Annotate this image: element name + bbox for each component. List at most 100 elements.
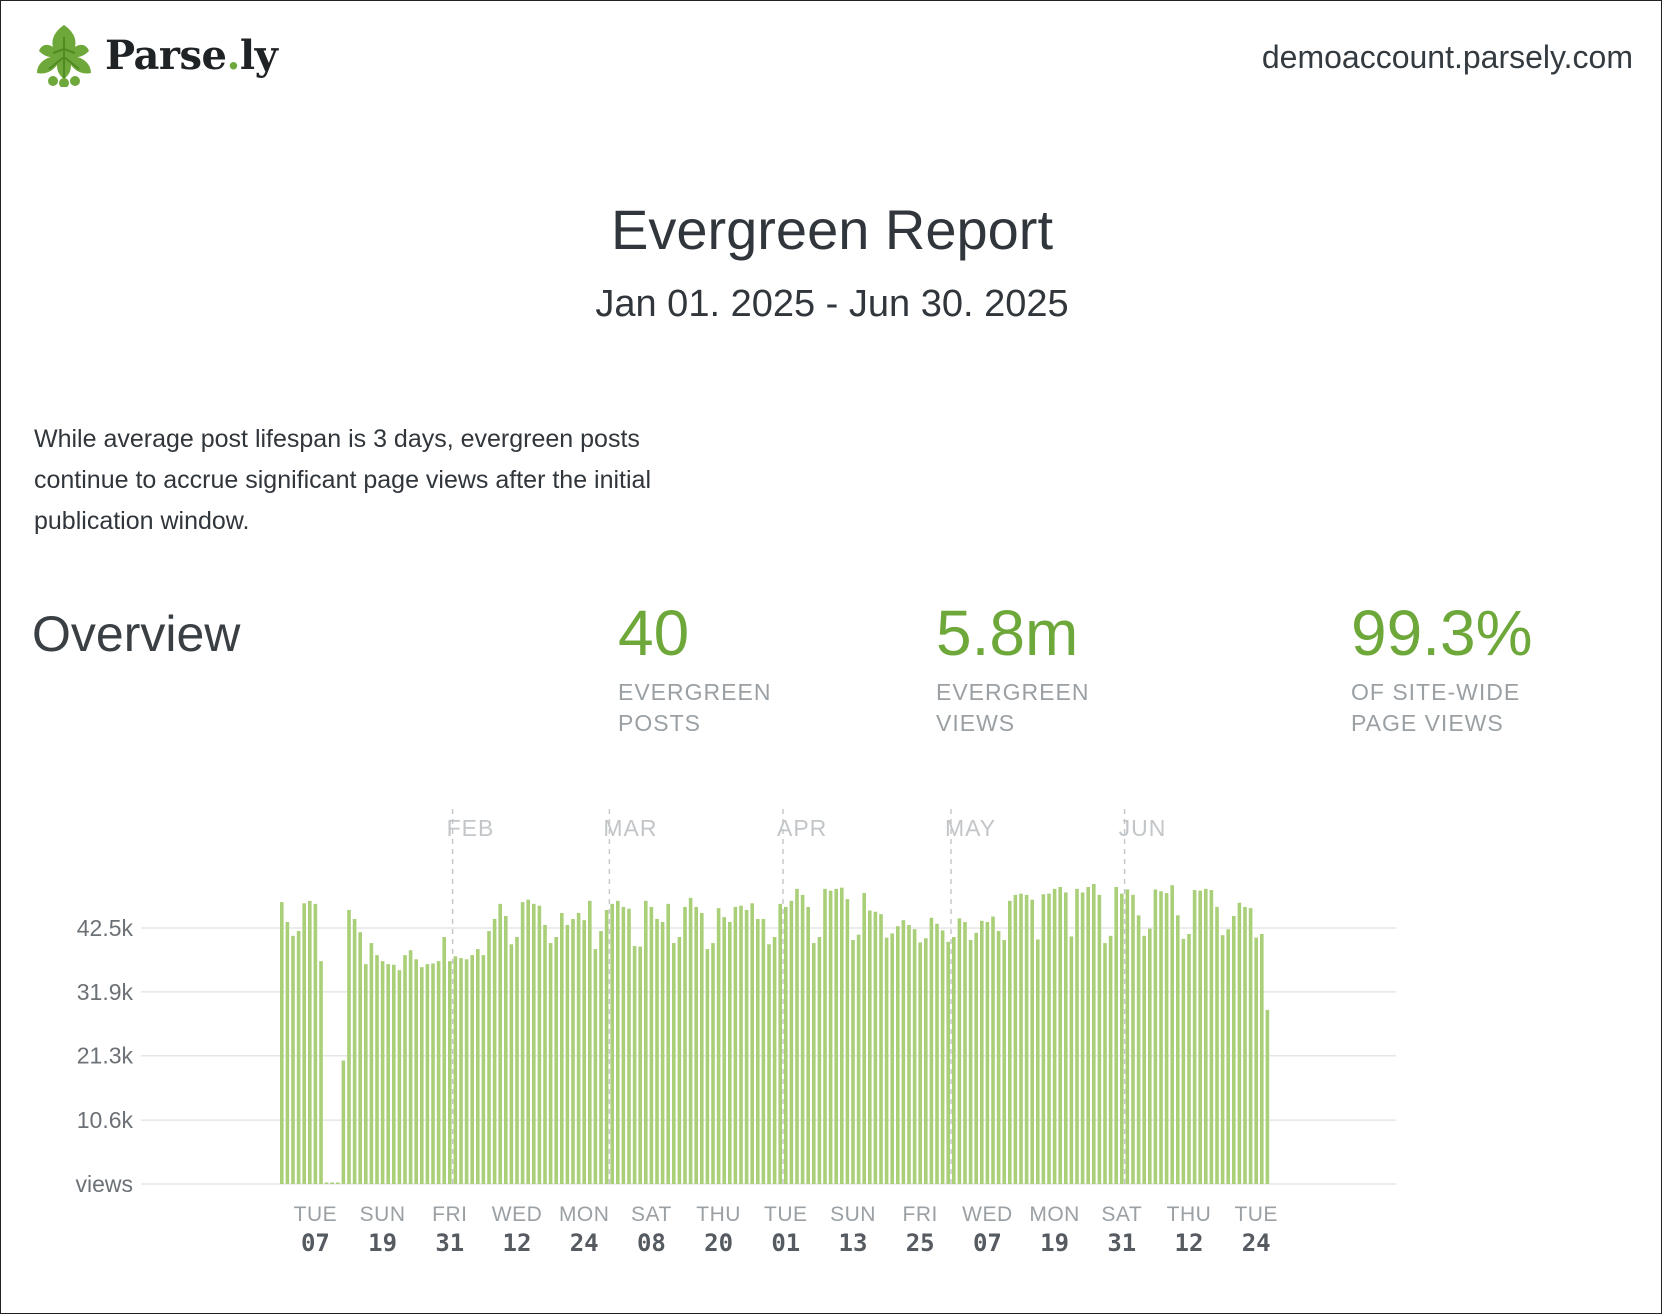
chart-bar xyxy=(638,946,642,1184)
chart-bar xyxy=(431,963,435,1184)
chart-bar xyxy=(963,921,967,1184)
chart-bar xyxy=(548,943,553,1184)
chart-bar xyxy=(666,903,670,1184)
chart-bar xyxy=(789,900,794,1184)
chart-bar xyxy=(492,918,497,1184)
chart-bar xyxy=(1125,889,1130,1184)
x-tick-weekday: TUE xyxy=(764,1203,808,1226)
chart-bar xyxy=(1120,893,1124,1184)
chart-bar xyxy=(711,943,715,1184)
chart-bar xyxy=(414,959,418,1184)
brand-logo[interactable]: Parse.ly xyxy=(33,23,278,87)
chart-bar xyxy=(744,909,749,1184)
chart-bar xyxy=(515,937,519,1184)
chart-bar xyxy=(772,937,777,1184)
chart-bar xyxy=(688,897,693,1184)
x-tick-day: 08 xyxy=(637,1229,666,1257)
chart-bar xyxy=(1108,935,1113,1184)
x-tick-weekday: SUN xyxy=(360,1203,406,1226)
x-tick-weekday: TUE xyxy=(1234,1203,1278,1226)
chart-bar xyxy=(324,1182,329,1184)
month-marker-label: APR xyxy=(777,815,827,841)
chart-bar xyxy=(1260,934,1264,1184)
x-tick-day: 19 xyxy=(368,1229,397,1257)
chart-bar xyxy=(873,911,878,1184)
chart-bar xyxy=(733,906,738,1184)
chart-bar xyxy=(604,909,609,1184)
x-tick-day: 12 xyxy=(1175,1229,1204,1257)
chart-bar xyxy=(739,905,743,1184)
chart-bar xyxy=(862,893,866,1184)
chart-bar xyxy=(750,903,754,1184)
chart-bar xyxy=(1187,934,1191,1184)
x-tick-day: 19 xyxy=(1040,1229,1069,1257)
chart-bar xyxy=(1142,935,1146,1184)
chart-bar xyxy=(1103,943,1107,1184)
chart-bar xyxy=(716,908,721,1184)
chart-bar xyxy=(380,961,385,1184)
chart-bar xyxy=(890,933,894,1184)
chart-bar xyxy=(1237,902,1242,1184)
chart-bar xyxy=(509,944,514,1184)
stat-site-wide-share: 99.3% OF SITE-WIDE PAGE VIEWS xyxy=(1351,597,1581,739)
chart-bar xyxy=(280,902,284,1184)
chart-bar xyxy=(1030,899,1034,1184)
chart-bar xyxy=(996,931,1001,1184)
chart-bar xyxy=(1080,892,1085,1184)
chart-bar xyxy=(677,937,682,1184)
chart-bar xyxy=(756,918,760,1184)
chart-bar xyxy=(1069,936,1074,1184)
y-tick-label: 21.3k xyxy=(77,1043,134,1069)
brand-name-dot: . xyxy=(226,31,240,79)
chart-bar xyxy=(1226,929,1230,1184)
chart-bar xyxy=(291,935,295,1184)
x-tick-weekday: FRI xyxy=(903,1203,938,1226)
chart-bar xyxy=(1181,938,1186,1184)
chart-bar xyxy=(644,900,648,1184)
x-tick-weekday: THU xyxy=(696,1203,741,1226)
chart-bar xyxy=(1248,908,1253,1184)
chart-bar xyxy=(296,931,301,1184)
stat-label-line: VIEWS xyxy=(936,710,1016,736)
chart-bar xyxy=(459,958,463,1184)
chart-bar xyxy=(1092,884,1096,1184)
y-axis-label: views xyxy=(75,1171,133,1197)
chart-bar xyxy=(520,902,525,1184)
chart-bar xyxy=(616,900,620,1184)
stat-label: EVERGREEN VIEWS xyxy=(936,677,1166,739)
chart-bar xyxy=(985,921,990,1184)
chart-bar xyxy=(1136,915,1141,1184)
stat-label-line: EVERGREEN xyxy=(618,679,772,705)
chart-bar xyxy=(543,924,547,1184)
chart-bar xyxy=(425,964,430,1184)
month-marker-label: FEB xyxy=(447,815,495,841)
chart-bar xyxy=(868,910,872,1184)
chart-bar xyxy=(722,917,726,1184)
chart-bar xyxy=(436,961,441,1184)
chart-bar xyxy=(397,970,402,1184)
overview-heading: Overview xyxy=(32,606,241,662)
chart-bar xyxy=(1159,891,1163,1184)
chart-bar xyxy=(408,950,413,1184)
chart-bar xyxy=(453,956,458,1184)
chart-bar xyxy=(851,940,855,1184)
chart-bar xyxy=(828,890,833,1184)
chart-bar xyxy=(952,937,956,1184)
x-tick-weekday: THU xyxy=(1167,1203,1212,1226)
chart-bar xyxy=(442,937,446,1184)
chart-bar xyxy=(487,931,491,1184)
chart-bar xyxy=(812,943,816,1184)
month-marker-label: MAY xyxy=(945,815,996,841)
chart-bar xyxy=(728,921,732,1184)
stat-evergreen-views: 5.8m EVERGREEN VIEWS xyxy=(936,597,1166,739)
x-tick-weekday: SUN xyxy=(830,1203,876,1226)
chart-bar xyxy=(593,949,598,1184)
chart-bar xyxy=(806,906,810,1184)
chart-bar xyxy=(1041,894,1046,1184)
chart-bar xyxy=(1204,888,1208,1184)
chart-bar xyxy=(856,934,861,1184)
parsley-leaf-icon xyxy=(37,25,91,87)
chart-bar xyxy=(1131,894,1135,1184)
chart-bar xyxy=(907,924,911,1184)
